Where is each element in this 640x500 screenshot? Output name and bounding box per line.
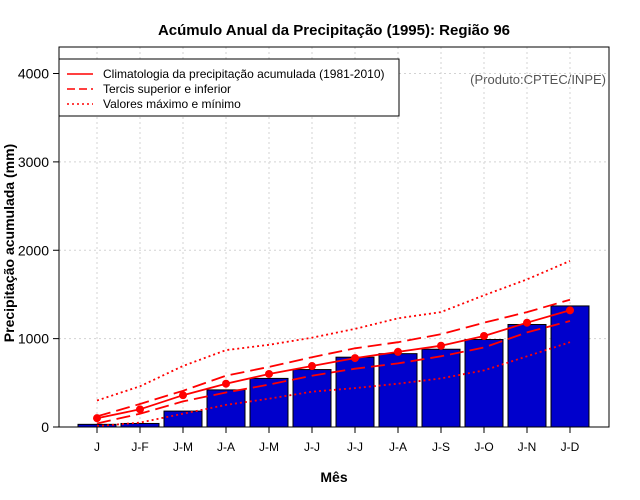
climatology-point <box>93 414 101 423</box>
series-line-tercil-superior <box>96 298 571 418</box>
x-axis-title: Mês <box>320 469 347 485</box>
climatology-point <box>136 405 144 414</box>
bar <box>507 323 547 428</box>
bar <box>163 410 203 428</box>
bar <box>249 377 289 428</box>
legend-terciles: Tercis superior e inferior <box>103 82 231 96</box>
bar <box>421 348 461 428</box>
x-tick-label: J-A <box>217 440 235 454</box>
y-axis-title: Precipitação acumulada (mm) <box>1 144 17 342</box>
y-tick-label: 4000 <box>18 66 49 82</box>
climatology-point <box>523 318 531 327</box>
bars <box>77 305 590 428</box>
x-tick-label: J-J <box>304 440 320 454</box>
y-tick-label: 1000 <box>18 331 49 347</box>
climatology-point <box>566 306 574 315</box>
series-line-valor-m-ximo <box>96 260 571 402</box>
series-line-tercil-inferior <box>96 320 571 425</box>
plot-frame <box>58 46 610 428</box>
x-tick-label: J-F <box>131 440 148 454</box>
bar <box>335 356 375 428</box>
climatology-point <box>179 391 187 400</box>
x-tick-label: J-S <box>432 440 450 454</box>
y-axis: 0 1000 2000 3000 4000 <box>18 66 59 435</box>
climatology-point <box>351 354 359 363</box>
legend-climatology: Climatologia da precipitação acumulada (… <box>103 67 385 81</box>
y-tick-label: 3000 <box>18 154 49 170</box>
climatology-point <box>480 331 488 340</box>
series-line-climatologia-da-precipita-o-acumulada-1981-2010 <box>96 309 571 420</box>
x-tick-label: J <box>94 440 100 454</box>
x-tick-label: J-O <box>474 440 493 454</box>
x-tick-label: J-M <box>173 440 193 454</box>
y-tick-label: 0 <box>41 419 49 435</box>
x-axis: J J-F J-M J-A J-M J-J J-J J-A J-S J-O J-N J-D <box>94 427 580 454</box>
legend-box <box>58 58 400 117</box>
climatology-point <box>265 369 273 378</box>
x-tick-label: J-M <box>259 440 279 454</box>
chart-title: Acúmulo Anual da Precipitação (1995): Re… <box>158 22 510 39</box>
bar <box>206 389 246 428</box>
climatology-point <box>308 362 316 371</box>
credit-text: (Produto:CPTEC/INPE) <box>470 72 606 87</box>
x-tick-label: J-J <box>347 440 363 454</box>
bar <box>378 353 418 428</box>
climatology-points <box>93 306 574 423</box>
climatology-point <box>394 347 402 356</box>
climatology-point <box>222 379 230 388</box>
x-tick-label: J-A <box>389 440 407 454</box>
series-lines <box>96 260 571 427</box>
x-tick-label: J-N <box>518 440 537 454</box>
bar <box>550 305 590 428</box>
bar <box>120 422 160 428</box>
climatology-point <box>437 341 445 350</box>
legend: Climatologia da precipitação acumulada (… <box>58 58 400 117</box>
legend-extremes: Valores máximo e mínimo <box>103 97 241 111</box>
bar <box>464 339 504 428</box>
x-tick-label: J-D <box>561 440 580 454</box>
y-tick-label: 2000 <box>18 242 49 258</box>
